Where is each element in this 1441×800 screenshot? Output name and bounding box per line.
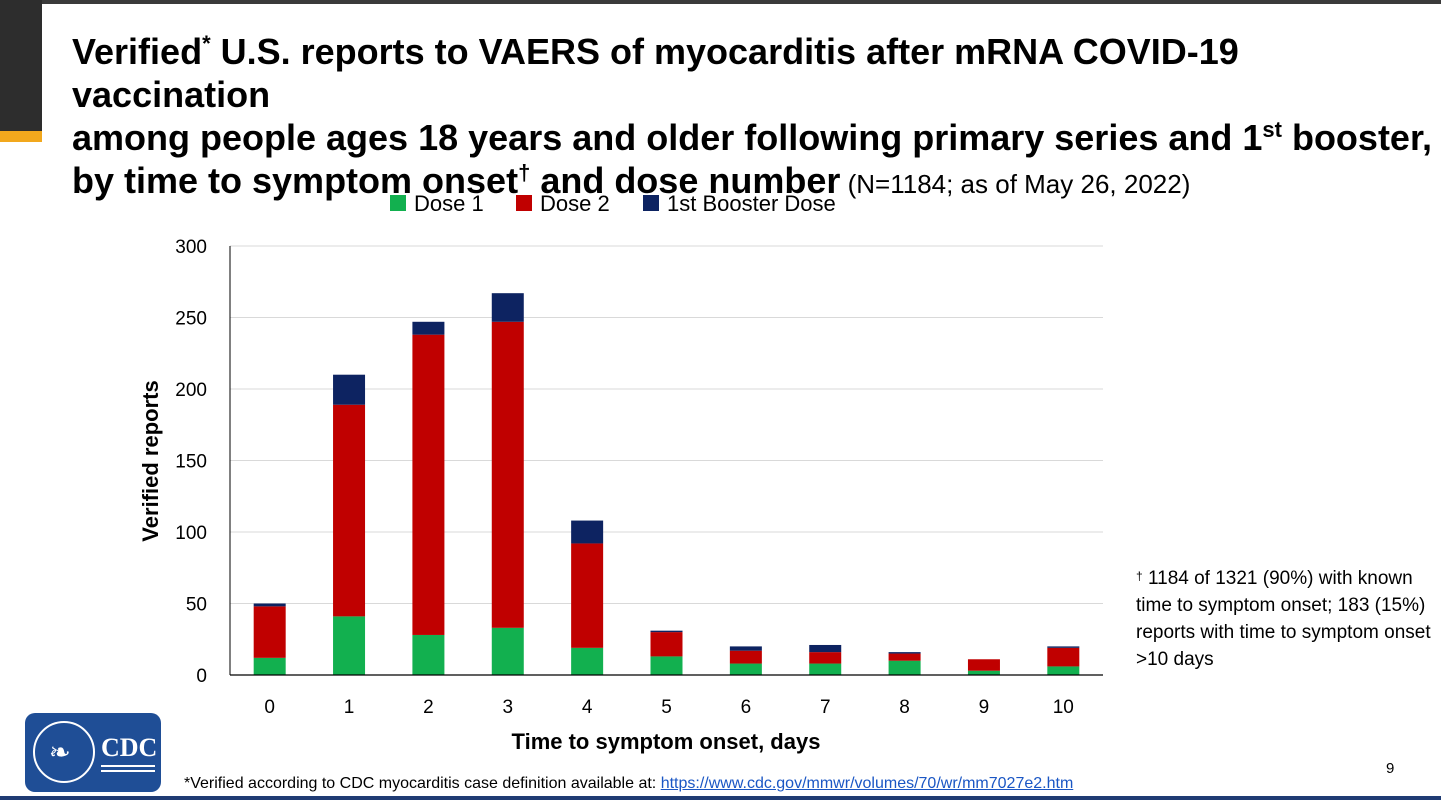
bar-segment-1st-booster-dose	[888, 652, 921, 654]
legend-label: Dose 2	[540, 191, 610, 216]
bar-segment-dose-1	[888, 660, 921, 675]
bars	[253, 293, 1080, 675]
logo-line	[101, 765, 155, 767]
bar-segment-dose-1	[650, 656, 683, 675]
grid-lines	[230, 245, 1103, 604]
hhs-eagle-icon: ❧	[49, 737, 71, 767]
legend-swatch	[516, 195, 532, 211]
bar-segment-1st-booster-dose	[333, 374, 366, 405]
x-tick-label: 2	[423, 697, 434, 718]
y-tick-label: 50	[186, 595, 207, 616]
bar-segment-dose-1	[333, 616, 366, 675]
bar-segment-dose-1	[571, 647, 604, 675]
x-tick-label: 4	[582, 697, 593, 718]
logo-line	[101, 770, 155, 772]
bar-segment-1st-booster-dose	[809, 644, 842, 653]
legend-label: Dose 1	[414, 191, 484, 216]
bar-segment-1st-booster-dose	[412, 321, 445, 335]
x-tick-label: 10	[1053, 697, 1074, 718]
bottom-border	[0, 796, 1441, 800]
x-tick-label: 5	[661, 697, 672, 718]
y-tick-label: 300	[175, 237, 207, 258]
y-tick-label: 200	[175, 380, 207, 401]
bar-segment-dose-2	[729, 650, 762, 664]
y-tick-label: 150	[175, 452, 207, 473]
x-tick-label: 6	[741, 697, 752, 718]
footnote-link[interactable]: https://www.cdc.gov/mmwr/volumes/70/wr/m…	[660, 775, 1074, 792]
legend-label: 1st Booster Dose	[667, 191, 836, 216]
bar-segment-dose-2	[253, 606, 286, 658]
y-tick-label: 0	[196, 666, 207, 687]
axes: 0 50 100 150 200 250 300 0 1 2 3 4 5 6 7 8 9 10	[175, 237, 1103, 718]
bar-segment-dose-2	[809, 652, 842, 664]
page-number: 9	[1386, 760, 1395, 777]
cdc-logo-text: CDC	[101, 733, 158, 762]
bar-segment-dose-2	[491, 321, 524, 628]
bar-segment-dose-2	[888, 653, 921, 661]
legend: Dose 1 Dose 2 1st Booster Dose	[390, 191, 836, 216]
bar-segment-dose-1	[729, 663, 762, 675]
side-note: † 1184 of 1321 (90%) with known time to …	[1136, 568, 1431, 670]
x-tick-label: 0	[264, 697, 275, 718]
bar-segment-1st-booster-dose	[1047, 646, 1080, 648]
bar-segment-dose-1	[967, 670, 1000, 675]
bar-segment-dose-2	[571, 543, 604, 648]
bar-segment-dose-1	[1047, 666, 1080, 675]
legend-swatch	[390, 195, 406, 211]
bar-segment-dose-1	[412, 634, 445, 675]
bar-segment-dose-2	[650, 632, 683, 657]
hhs-seal-icon: ❧	[33, 721, 95, 783]
top-border	[0, 0, 1441, 4]
x-tick-label: 1	[344, 697, 355, 718]
bar-segment-1st-booster-dose	[650, 630, 683, 633]
x-tick-label: 3	[502, 697, 513, 718]
y-axis-label: Verified reports	[138, 380, 163, 541]
y-tick-label: 250	[175, 309, 207, 330]
x-axis-label: Time to symptom onset, days	[512, 729, 821, 754]
bar-segment-dose-2	[967, 659, 1000, 671]
bar-segment-1st-booster-dose	[491, 293, 524, 322]
bar-segment-dose-2	[412, 334, 445, 635]
cdc-logo: ❧ CDC	[25, 713, 161, 792]
side-decoration	[0, 0, 42, 131]
x-tick-label: 7	[820, 697, 831, 718]
footnote: *Verified according to CDC myocarditis c…	[184, 775, 1074, 792]
bar-segment-dose-1	[491, 627, 524, 675]
bar-segment-dose-1	[809, 663, 842, 675]
x-tick-label: 8	[899, 697, 910, 718]
x-tick-label: 9	[979, 697, 990, 718]
bar-segment-1st-booster-dose	[253, 603, 286, 607]
bar-segment-dose-2	[1047, 647, 1080, 667]
bar-segment-1st-booster-dose	[571, 520, 604, 544]
bar-segment-1st-booster-dose	[729, 646, 762, 651]
side-accent	[0, 131, 42, 142]
bar-segment-dose-2	[333, 404, 366, 617]
slide-title: Verified* U.S. reports to VAERS of myoca…	[72, 31, 1432, 201]
bar-segment-dose-1	[253, 657, 286, 675]
y-tick-label: 100	[175, 523, 207, 544]
title-subnote: (N=1184; as of May 26, 2022)	[840, 169, 1191, 199]
legend-swatch	[643, 195, 659, 211]
